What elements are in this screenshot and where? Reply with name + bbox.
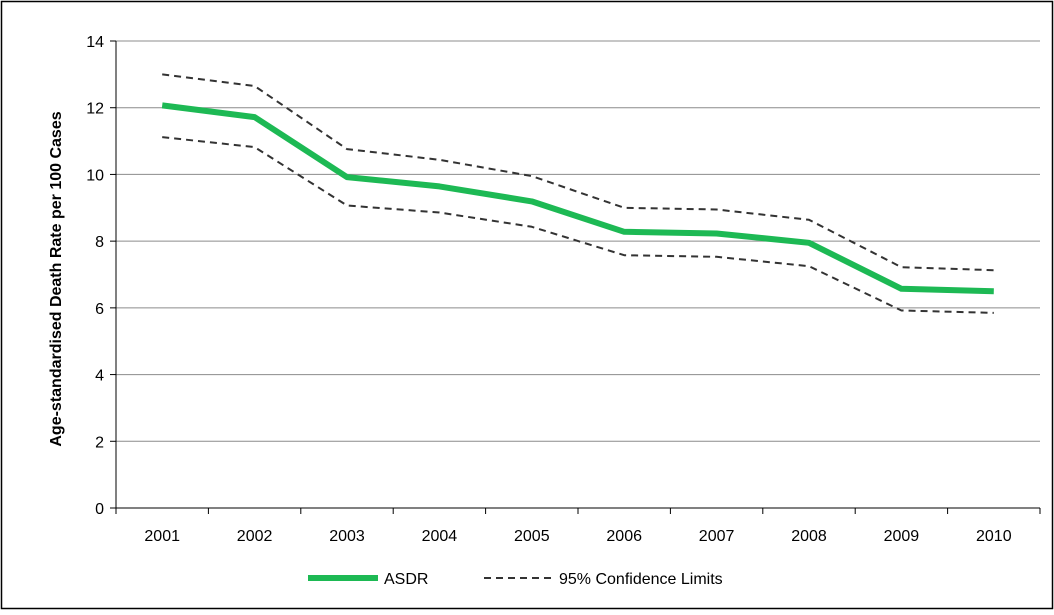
x-tick-label: 2007 <box>699 528 735 545</box>
label-layer: 0 2 4 6 8 10 12 14 2001 2002 2003 2004 2005 2006 2007 2… <box>86 34 1011 545</box>
x-tick-label: 2004 <box>422 528 458 545</box>
legend: ASDR 95% Confidence Limits <box>308 571 723 588</box>
y-tick-label: 12 <box>86 101 104 118</box>
y-tick-label: 10 <box>86 167 104 184</box>
grid-layer <box>116 40 1040 442</box>
y-tick-label: 6 <box>95 301 104 318</box>
y-tick-label: 8 <box>95 234 104 251</box>
legend-label-ci: 95% Confidence Limits <box>559 571 723 588</box>
x-tick-label: 2009 <box>884 528 920 545</box>
series-line-ci-lower <box>162 136 994 314</box>
x-tick-label: 2005 <box>514 528 550 545</box>
legend-label-asdr: ASDR <box>384 571 428 588</box>
x-tick-label: 2002 <box>237 528 273 545</box>
series-layer <box>161 73 994 314</box>
x-tick-label: 2010 <box>976 528 1012 545</box>
x-tick-label: 2008 <box>791 528 827 545</box>
y-tick-label: 14 <box>86 34 104 51</box>
y-tick-label: 0 <box>95 501 104 518</box>
series-line-ci-upper <box>162 73 994 272</box>
x-tick-label: 2001 <box>144 528 180 545</box>
series-line-asdr <box>161 102 994 295</box>
axis-layer <box>110 40 1041 514</box>
x-tick-label: 2006 <box>606 528 642 545</box>
y-axis-title: Age-standardised Death Rate per 100 Case… <box>48 111 65 446</box>
y-tick-label: 2 <box>95 434 104 451</box>
y-tick-label: 4 <box>95 368 104 385</box>
x-tick-label: 2003 <box>329 528 365 545</box>
